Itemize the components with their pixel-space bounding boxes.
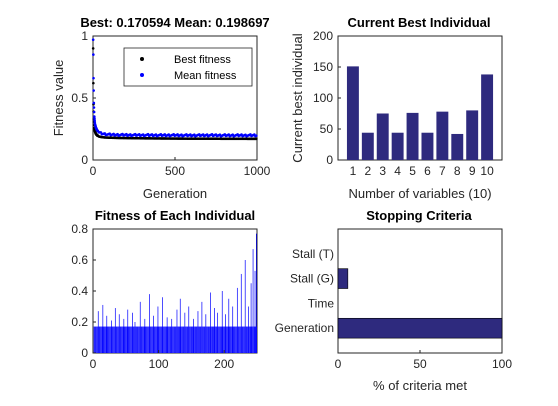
best-fitness-point xyxy=(91,47,95,50)
stopping-criteria-ticks: Generation Time Stall (G) Stall (T) 0 50 100 xyxy=(275,247,513,371)
fitness-plot-marks xyxy=(91,38,258,141)
x-tick-label: 100 xyxy=(149,357,169,371)
fitness-plot-panel: Best: 0.170594 Mean: 0.198697 0 500 100000… xyxy=(51,15,271,201)
mean-fitness-point xyxy=(92,106,96,109)
bar xyxy=(376,113,389,160)
x-tick-label: 3 xyxy=(379,164,386,178)
bar xyxy=(391,132,404,160)
fitness-plot-ticks: 0 500 1000 0 0.5 1 xyxy=(71,29,270,178)
best-individual-xlabel: Number of variables (10) xyxy=(348,186,491,201)
x-tick-label: 500 xyxy=(165,164,185,178)
x-tick-label: 7 xyxy=(439,164,446,178)
stopping-criteria-xlabel: % of criteria met xyxy=(373,378,467,393)
x-tick-label: 9 xyxy=(469,164,476,178)
mean-fitness-point xyxy=(93,119,96,122)
y-tick-label: 0 xyxy=(81,153,88,167)
y-tick-label: Stall (T) xyxy=(292,247,334,261)
x-tick-label: 10 xyxy=(480,164,494,178)
x-tick-label: 1 xyxy=(350,164,357,178)
stopping-criteria-title: Stopping Criteria xyxy=(366,208,472,223)
legend-marker-best xyxy=(140,57,144,61)
bar xyxy=(361,132,374,160)
legend-marker-mean xyxy=(140,73,144,77)
bar xyxy=(481,74,494,160)
individual-fitness-title: Fitness of Each Individual xyxy=(95,208,255,223)
individual-fitness-ticks: 0 100 200 0 0.2 0.4 0.6 0.8 xyxy=(71,222,234,371)
mean-fitness-point xyxy=(92,89,95,92)
fitness-plot-title: Best: 0.170594 Mean: 0.198697 xyxy=(80,15,269,30)
x-tick-label: 4 xyxy=(394,164,401,178)
x-tick-label: 100 xyxy=(492,357,512,371)
y-tick-label: Stall (G) xyxy=(290,272,334,286)
individual-fitness-bars xyxy=(93,233,257,353)
x-tick-label: 5 xyxy=(409,164,416,178)
best-fitness-point xyxy=(92,81,95,85)
x-tick-label: 1000 xyxy=(244,164,271,178)
mean-fitness-point xyxy=(92,101,96,105)
legend-box xyxy=(123,47,253,87)
mean-fitness-point xyxy=(93,120,97,124)
bar xyxy=(466,110,479,160)
criteria-bar xyxy=(337,317,503,339)
fitness-plot-ylabel: Fitness value xyxy=(51,60,66,137)
y-tick-label: 200 xyxy=(313,29,333,43)
x-tick-label: 0 xyxy=(335,357,342,371)
y-tick-label: 0.6 xyxy=(71,253,88,267)
y-tick-label: 1 xyxy=(81,29,88,43)
individual-bar-block xyxy=(93,326,257,353)
bar xyxy=(346,66,359,160)
stopping-criteria-bars xyxy=(337,268,503,339)
bar xyxy=(436,111,449,160)
mean-fitness-point xyxy=(93,117,96,120)
y-tick-label: 0.4 xyxy=(71,284,88,298)
best-individual-panel: Current Best Individual 1 2 3 4 5 6 7 8 9 1005010… xyxy=(290,15,503,201)
y-tick-label: 150 xyxy=(313,60,333,74)
y-tick-label: 0 xyxy=(326,153,333,167)
stopping-criteria-panel: Stopping Criteria Generation Time Stall (G… xyxy=(275,208,513,393)
fitness-plot-xlabel: Generation xyxy=(143,186,207,201)
x-tick-label: 2 xyxy=(364,164,371,178)
y-tick-label: 50 xyxy=(320,122,334,136)
y-tick-label: 0.2 xyxy=(71,315,88,329)
mean-fitness-point xyxy=(92,110,96,114)
y-tick-label: Generation xyxy=(275,321,334,335)
best-individual-title: Current Best Individual xyxy=(347,15,490,30)
mean-fitness-point xyxy=(92,53,95,56)
mean-fitness-point xyxy=(91,38,95,42)
y-tick-label: 0.5 xyxy=(71,91,88,105)
x-tick-label: 0 xyxy=(90,164,97,178)
mean-fitness-point xyxy=(93,115,96,118)
best-individual-bars xyxy=(346,66,494,160)
bar xyxy=(421,132,434,160)
legend-label-mean: Mean fitness xyxy=(174,70,237,82)
y-tick-label: 100 xyxy=(313,91,333,105)
criteria-bar xyxy=(337,268,349,289)
x-tick-label: 0 xyxy=(90,357,97,371)
bar xyxy=(406,112,419,160)
y-tick-label: Time xyxy=(308,296,335,310)
mean-fitness-point xyxy=(255,134,258,137)
y-tick-label: 0 xyxy=(81,346,88,360)
fitness-plot-legend: Best fitness Mean fitness xyxy=(123,47,253,87)
x-tick-label: 6 xyxy=(424,164,431,178)
legend-label-best: Best fitness xyxy=(174,54,231,66)
best-individual-ylabel: Current best individual xyxy=(290,33,305,162)
x-tick-label: 200 xyxy=(214,357,234,371)
y-tick-label: 0.8 xyxy=(71,222,88,236)
individual-fitness-panel: Fitness of Each Individual 0 100 200 0 0.2 0.… xyxy=(71,208,258,371)
mean-fitness-point xyxy=(92,76,95,80)
bar xyxy=(451,133,464,160)
best-fitness-point xyxy=(255,137,258,141)
x-tick-label: 50 xyxy=(413,357,427,371)
x-tick-label: 8 xyxy=(454,164,461,178)
